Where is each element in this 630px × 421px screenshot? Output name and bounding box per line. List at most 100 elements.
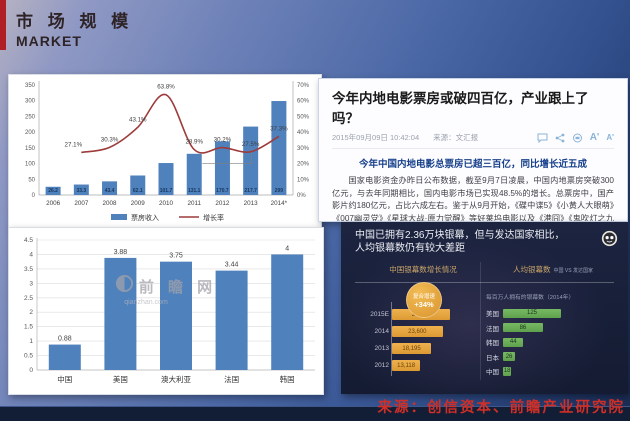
badge-label: 复合增速 [412,293,435,300]
svg-text:2.5: 2.5 [24,295,33,302]
bar-2013 [243,126,259,195]
hbar-韩国: 44 [503,337,524,347]
svg-text:2010: 2010 [159,200,174,207]
infographic-title-line2: 人均银幕数仍有较大差距 [355,243,465,254]
bar-2008 [102,181,118,195]
svg-text:票房收入: 票房收入 [131,213,159,222]
svg-text:0.88: 0.88 [58,336,72,343]
svg-text:4: 4 [285,245,289,252]
svg-text:101.7: 101.7 [160,188,173,194]
svg-text:43.4: 43.4 [105,188,115,194]
header-divider [355,282,614,283]
hbar-label: 2014 [374,328,389,335]
article-title: 今年内地电影票房或破四百亿，产业跟上了吗？ [332,91,589,126]
infographic-right-subtitle: 每百万人拥有的银幕数（2014年） [486,295,575,301]
comment-icon[interactable] [537,133,548,143]
hbar-法国: 86 [503,323,543,333]
hbar-row-美国: 美国 125 [486,306,561,321]
svg-text:增长率: 增长率 [203,213,224,222]
right-header-small: 中国 VS 发达国家 [553,268,593,274]
svg-text:299: 299 [275,188,284,194]
svg-text:26.2: 26.2 [48,188,58,194]
source-credit: 来源：创信资本、前瞻产业研究院 [377,400,625,416]
svg-text:0: 0 [29,367,33,374]
bar-2012 [214,141,230,195]
svg-text:4: 4 [29,251,33,258]
hbar-label: 韩国 [486,340,499,348]
growth-line [81,93,280,154]
hbar-row-2013: 2013 18,195 [355,340,450,357]
svg-text:4.5: 4.5 [24,237,33,244]
print-icon[interactable] [572,133,583,143]
svg-text:100: 100 [25,162,36,168]
bar-韩国 [271,254,304,370]
article-body: 国家电影资金办昨日公布数据，截至9月7日凌晨，中国内地票房突破300亿元，与去年… [332,176,614,222]
svg-text:2: 2 [29,309,33,316]
hbar-2012: 13,118 [392,360,421,371]
svg-text:250: 250 [25,114,36,120]
left-bars-axis [391,302,392,376]
svg-text:3.88: 3.88 [114,249,128,256]
cagr-badge: 复合增速 +34% [406,282,442,318]
svg-text:217.7: 217.7 [244,188,257,194]
svg-text:150: 150 [25,146,36,152]
hbar-row-韩国: 韩国 44 [486,335,561,350]
svg-text:200: 200 [25,130,36,136]
bottom-band [0,406,630,421]
country-chart-svg: 0 0.5 1 1.5 2 2.5 3 3.5 4 4.5 0.88 中国 3.88 美国 3.75 澳大利亚… [24,237,315,384]
hbar-label: 日本 [486,354,499,362]
bar-澳大利亚 [160,261,192,370]
bar-2014* [271,101,287,195]
box-office-combo-chart: 0 50 100 150 200 250 300 350 0% 10% 20% 30% 40% 50% 60… [8,74,322,228]
infographic-right-header: 人均银幕数 中国 VS 发达国家 [486,264,620,275]
font-decrease-button[interactable]: A' [606,133,614,142]
svg-text:韩国: 韩国 [280,374,295,384]
svg-text:28.9%: 28.9% [185,139,203,146]
page-title: 市 场 规 模 [16,12,134,31]
svg-text:62.1: 62.1 [133,188,143,194]
svg-text:法国: 法国 [224,374,239,384]
svg-text:20%: 20% [297,162,310,168]
infographic-title-line1: 中国已拥有2.36万块银幕，但与发达国家相比， [355,230,565,241]
svg-text:170.7: 170.7 [216,188,229,194]
font-increase-button[interactable]: A' [589,132,600,143]
bar-美国 [104,257,137,370]
svg-text:3.5: 3.5 [24,266,33,273]
bar-2009 [130,175,146,195]
accent-bar [0,0,6,50]
svg-text:2009: 2009 [131,200,146,207]
svg-text:3.44: 3.44 [225,262,239,269]
badge-value: +34% [414,299,434,309]
svg-text:2008: 2008 [103,200,118,207]
svg-text:300: 300 [25,99,36,105]
article-source-label: 来源： [433,133,456,142]
bar-中国 [48,344,81,370]
svg-text:63.8%: 63.8% [157,84,175,91]
share-icon[interactable] [555,133,565,143]
hbar-2014: 23,600 [392,326,443,337]
hbar-row-2012: 2012 13,118 [355,357,450,374]
svg-text:3.75: 3.75 [169,253,183,260]
hbar-row-中国: 中国 18 [486,364,561,379]
svg-text:350: 350 [25,83,36,89]
svg-text:0: 0 [32,193,36,199]
article-subheadline: 今年中国内地电影总票房已超三百亿，同比增长近五成 [358,159,587,170]
svg-text:2006: 2006 [46,200,61,207]
article-source: 文汇报 [455,133,479,142]
svg-text:40%: 40% [297,130,310,136]
hbar-日本: 26 [503,352,516,362]
hbar-label: 法国 [486,325,499,333]
svg-text:1: 1 [29,338,33,345]
svg-text:60%: 60% [297,99,310,105]
maoyan-logo-icon [601,230,618,252]
hbar-美国: 125 [503,308,561,318]
hbar-label: 美国 [486,311,499,319]
hbar-row-2014: 2014 23,600 [355,323,450,340]
svg-text:50: 50 [28,177,35,183]
legend-bar-swatch [111,214,127,220]
right-header-main: 人均银幕数 [513,265,551,274]
hbar-label: 中国 [486,369,499,377]
svg-text:37.3%: 37.3% [270,125,288,132]
svg-text:50%: 50% [297,114,310,120]
